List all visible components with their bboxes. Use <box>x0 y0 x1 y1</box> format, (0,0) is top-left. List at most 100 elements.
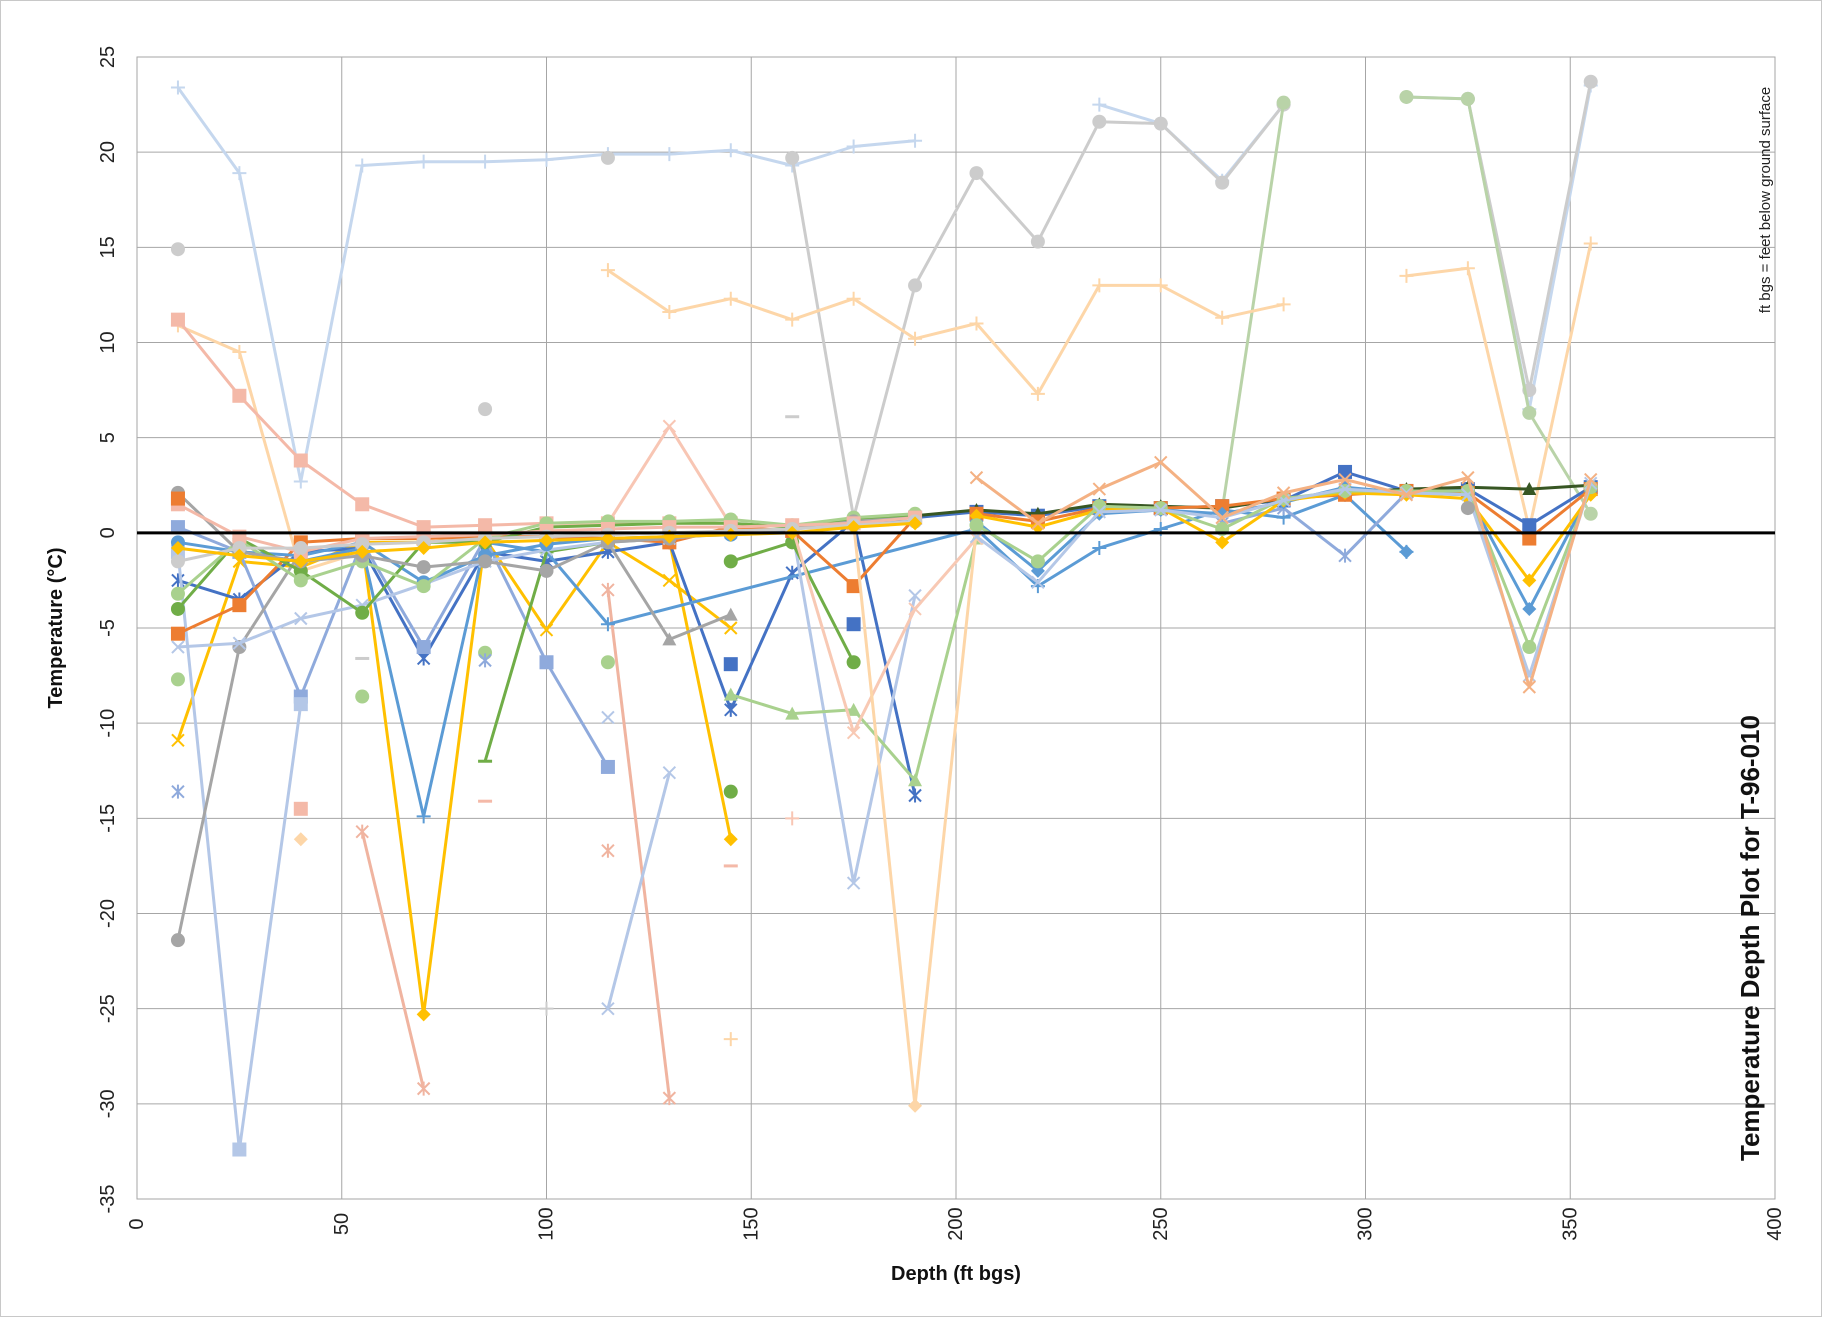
y-tick-label: 20 <box>97 141 119 163</box>
data-point <box>1522 601 1537 616</box>
data-series <box>600 263 1291 401</box>
data-point <box>355 824 369 839</box>
data-point <box>846 139 861 154</box>
x-tick-label: 250 <box>1150 1207 1172 1240</box>
y-tick-label: 5 <box>97 432 119 443</box>
data-point <box>1461 470 1475 485</box>
data-point <box>416 579 431 594</box>
data-point <box>1460 91 1475 106</box>
series-line <box>360 831 426 1089</box>
x-tick-label: 150 <box>740 1207 762 1240</box>
data-point <box>170 672 185 687</box>
data-point <box>785 312 800 327</box>
data-point <box>600 150 615 165</box>
data-series <box>601 582 677 1106</box>
data-point <box>478 154 493 169</box>
data-point <box>1338 483 1353 498</box>
data-point <box>539 152 554 167</box>
data-point <box>723 1032 738 1047</box>
data-point <box>1215 510 1229 525</box>
data-point <box>1338 464 1353 479</box>
data-point <box>355 605 370 620</box>
data-point <box>1154 503 1168 517</box>
data-point <box>1338 482 1352 496</box>
data-point <box>232 166 247 181</box>
x-tick-label: 400 <box>1764 1207 1786 1240</box>
data-point <box>908 1098 923 1113</box>
data-point <box>232 388 247 403</box>
data-point <box>969 316 984 331</box>
data-point <box>478 653 492 668</box>
data-point <box>232 345 247 360</box>
data-point <box>232 636 247 650</box>
data-point <box>723 784 738 799</box>
data-point <box>723 607 738 621</box>
data-point <box>1522 573 1537 588</box>
data-point <box>1092 482 1107 496</box>
data-point <box>662 147 677 162</box>
data-point <box>908 278 923 293</box>
x-tick-label: 100 <box>536 1207 558 1240</box>
data-point <box>601 710 615 725</box>
data-point <box>293 554 308 569</box>
data-point <box>1092 505 1107 519</box>
data-point <box>785 706 800 720</box>
data-point <box>171 784 185 799</box>
data-point <box>170 242 185 257</box>
series-line <box>790 526 978 735</box>
y-tick-label: 0 <box>97 527 119 538</box>
x-tick-label: 0 <box>126 1218 148 1229</box>
data-point <box>723 657 738 672</box>
data-series <box>969 455 1598 694</box>
data-point <box>601 843 615 858</box>
data-point <box>1522 680 1537 694</box>
x-tick-label: 350 <box>1559 1207 1581 1240</box>
data-point <box>600 759 615 774</box>
data-point <box>1522 482 1537 496</box>
data-point <box>1338 548 1352 563</box>
data-point <box>600 263 615 278</box>
data-point <box>232 548 247 563</box>
series-line <box>606 772 671 1010</box>
data-point <box>539 563 554 578</box>
data-point <box>1092 114 1107 129</box>
data-point <box>908 133 923 148</box>
data-point <box>539 533 554 548</box>
series-line <box>177 324 363 573</box>
data-point <box>1154 455 1168 470</box>
data-point <box>846 876 861 890</box>
x-tick-label: 50 <box>331 1213 353 1235</box>
data-point <box>1583 236 1598 251</box>
y-tick-label: -20 <box>97 899 119 928</box>
data-point <box>908 516 923 531</box>
data-point <box>355 158 370 173</box>
data-point <box>1215 499 1230 514</box>
y-tick-label: -10 <box>97 709 119 738</box>
data-point <box>662 632 677 646</box>
data-point <box>846 725 861 740</box>
data-point <box>1215 310 1230 325</box>
data-point <box>662 305 677 320</box>
data-point <box>908 602 922 616</box>
data-series <box>1399 89 1598 521</box>
data-point <box>908 773 923 787</box>
data-point <box>1276 297 1291 312</box>
data-point <box>1030 234 1045 249</box>
data-point <box>1583 74 1598 89</box>
data-point <box>662 573 677 588</box>
data-point <box>232 598 247 613</box>
data-point <box>1338 472 1352 487</box>
data-point <box>478 402 493 417</box>
data-point <box>170 554 185 569</box>
y-tick-label: 10 <box>97 331 119 353</box>
data-point <box>846 702 861 716</box>
data-point <box>1031 575 1045 590</box>
data-point <box>1276 486 1291 500</box>
data-point <box>1030 386 1045 401</box>
data-point <box>1399 486 1414 500</box>
y-axis-title: Temperature (°C) <box>45 548 67 709</box>
data-point <box>1153 501 1168 516</box>
data-point <box>1460 501 1475 516</box>
data-point <box>170 491 185 506</box>
data-point <box>723 291 738 306</box>
